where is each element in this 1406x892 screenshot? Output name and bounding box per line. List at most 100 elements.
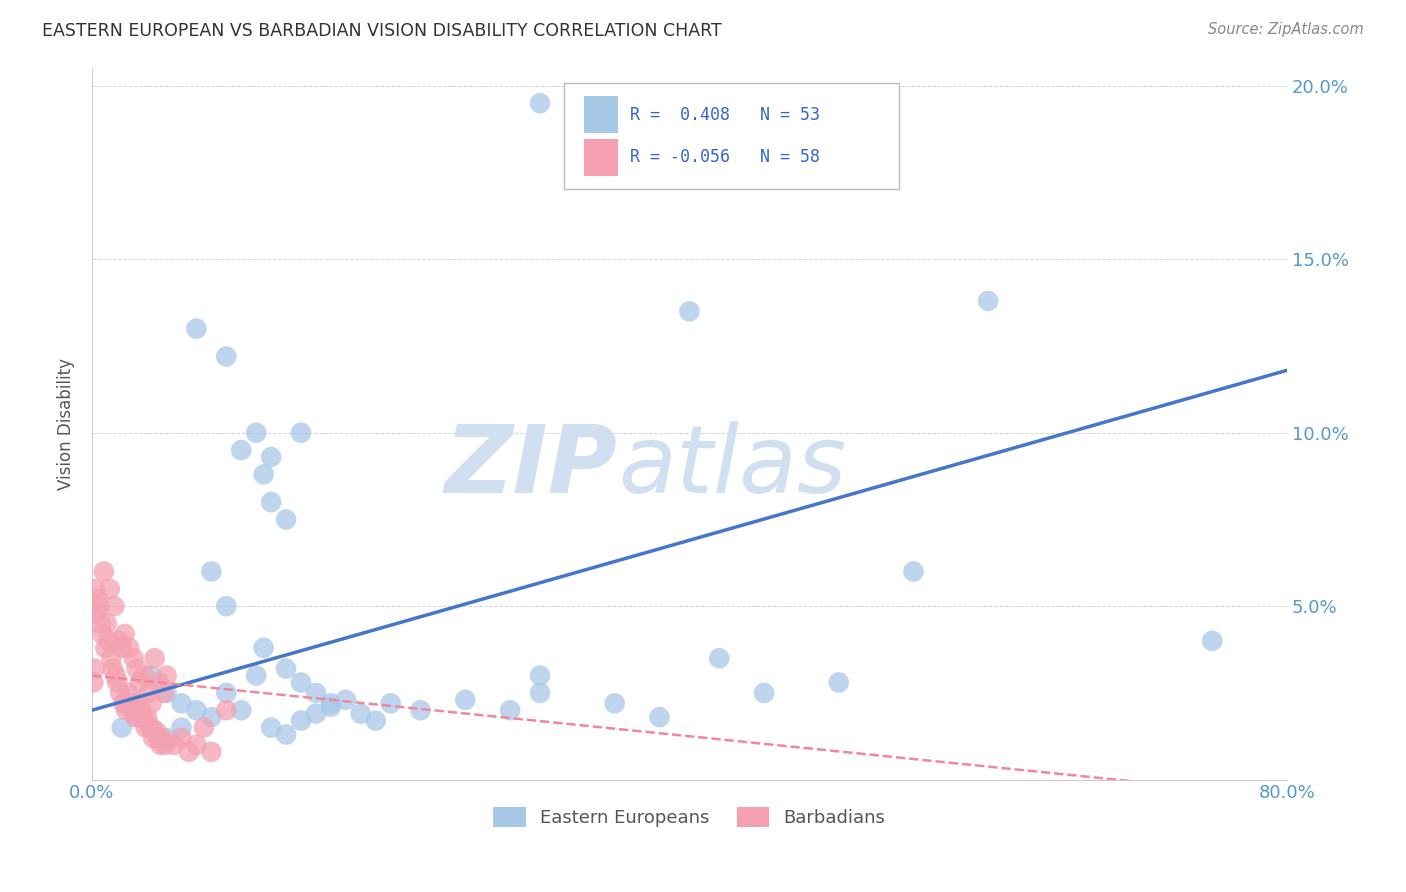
Point xyxy=(752,686,775,700)
Text: Source: ZipAtlas.com: Source: ZipAtlas.com xyxy=(1208,22,1364,37)
Point xyxy=(260,721,283,735)
Point xyxy=(155,731,177,745)
Point xyxy=(90,616,112,631)
Point xyxy=(148,675,170,690)
Point xyxy=(104,668,127,682)
Point xyxy=(350,706,373,721)
Point xyxy=(529,668,551,682)
Point xyxy=(678,304,700,318)
Point xyxy=(103,599,125,614)
Point xyxy=(115,703,138,717)
Point xyxy=(131,710,153,724)
Point xyxy=(89,599,111,614)
Point xyxy=(290,425,312,440)
Point xyxy=(1201,633,1223,648)
Point xyxy=(215,350,238,364)
Y-axis label: Vision Disability: Vision Disability xyxy=(58,358,75,490)
Point xyxy=(87,592,110,607)
Point xyxy=(101,662,124,676)
Point xyxy=(120,696,142,710)
Point xyxy=(112,696,135,710)
Point xyxy=(91,627,114,641)
Point xyxy=(319,699,342,714)
Point xyxy=(170,731,193,745)
Point xyxy=(193,721,215,735)
Point xyxy=(319,696,342,710)
FancyBboxPatch shape xyxy=(564,83,898,189)
Point xyxy=(155,686,177,700)
Point xyxy=(122,651,145,665)
Point xyxy=(170,721,193,735)
Point xyxy=(200,710,222,724)
Point xyxy=(83,662,105,676)
Point xyxy=(111,640,134,655)
Point xyxy=(110,686,132,700)
Text: EASTERN EUROPEAN VS BARBADIAN VISION DISABILITY CORRELATION CHART: EASTERN EUROPEAN VS BARBADIAN VISION DIS… xyxy=(42,22,721,40)
Point xyxy=(150,731,173,745)
Point xyxy=(83,582,105,596)
Point xyxy=(114,627,136,641)
Point xyxy=(215,703,238,717)
Point xyxy=(186,703,208,717)
Point xyxy=(977,293,1000,308)
Point xyxy=(245,425,267,440)
Point xyxy=(107,633,129,648)
Point xyxy=(290,675,312,690)
Point xyxy=(186,321,208,335)
Point xyxy=(98,582,121,596)
Point xyxy=(141,668,163,682)
Point xyxy=(903,565,925,579)
Point xyxy=(86,606,108,620)
Point xyxy=(215,599,238,614)
Point xyxy=(96,616,118,631)
Point xyxy=(260,495,283,509)
Point xyxy=(529,686,551,700)
Point xyxy=(253,640,276,655)
Point xyxy=(100,651,122,665)
Bar xyxy=(585,139,617,176)
Point xyxy=(709,651,731,665)
Text: R =  0.408   N = 53: R = 0.408 N = 53 xyxy=(630,106,820,124)
Point xyxy=(82,675,104,690)
Point xyxy=(94,640,117,655)
Point xyxy=(149,738,172,752)
Point xyxy=(121,703,143,717)
Point xyxy=(231,443,253,458)
Point xyxy=(117,686,139,700)
Point xyxy=(118,640,141,655)
Point xyxy=(145,724,167,739)
Point xyxy=(274,727,297,741)
Point xyxy=(141,696,163,710)
Point xyxy=(828,675,851,690)
Point xyxy=(141,721,163,735)
Point xyxy=(290,714,312,728)
Bar xyxy=(585,96,617,133)
Point xyxy=(105,675,128,690)
Point xyxy=(152,686,174,700)
Point xyxy=(200,745,222,759)
Legend: Eastern Europeans, Barbadians: Eastern Europeans, Barbadians xyxy=(486,799,893,835)
Point xyxy=(135,721,157,735)
Point xyxy=(603,696,626,710)
Point xyxy=(111,721,134,735)
Point xyxy=(305,706,328,721)
Point xyxy=(170,696,193,710)
Point xyxy=(143,651,166,665)
Point xyxy=(231,703,253,717)
Point xyxy=(186,738,208,752)
Point xyxy=(146,731,169,745)
Point xyxy=(127,696,149,710)
Point xyxy=(155,668,177,682)
Point xyxy=(134,668,156,682)
Point xyxy=(409,703,432,717)
Point xyxy=(128,675,150,690)
Point xyxy=(648,710,671,724)
Point xyxy=(253,467,276,482)
Point xyxy=(125,662,148,676)
Point xyxy=(163,738,186,752)
Point xyxy=(454,693,477,707)
Text: atlas: atlas xyxy=(617,421,846,512)
Point xyxy=(260,450,283,464)
Point xyxy=(274,662,297,676)
Point xyxy=(136,710,159,724)
